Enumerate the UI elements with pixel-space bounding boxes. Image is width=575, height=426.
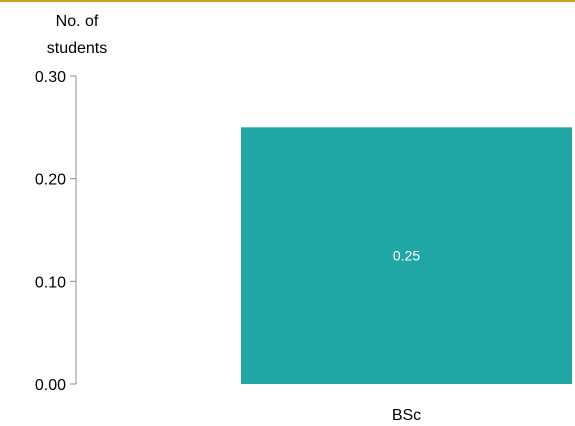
y-axis: 0.00 0.10 0.20 0.30 [35, 69, 77, 394]
bars: 0.25 [241, 127, 572, 384]
y-tick-label: 0.20 [35, 172, 66, 189]
x-axis-labels: BSc [392, 407, 421, 424]
y-tick-label: 0.10 [35, 274, 66, 291]
y-axis-label-line-1: No. of [56, 13, 99, 30]
y-tick-label: 0.30 [35, 69, 66, 86]
top-rule-line [0, 0, 575, 2]
bar-bsc [241, 127, 572, 384]
y-axis-label-line-2: students [47, 40, 107, 57]
bar-data-label: 0.25 [393, 248, 420, 264]
y-tick-label: 0.00 [35, 377, 66, 394]
x-category-label: BSc [392, 407, 421, 424]
